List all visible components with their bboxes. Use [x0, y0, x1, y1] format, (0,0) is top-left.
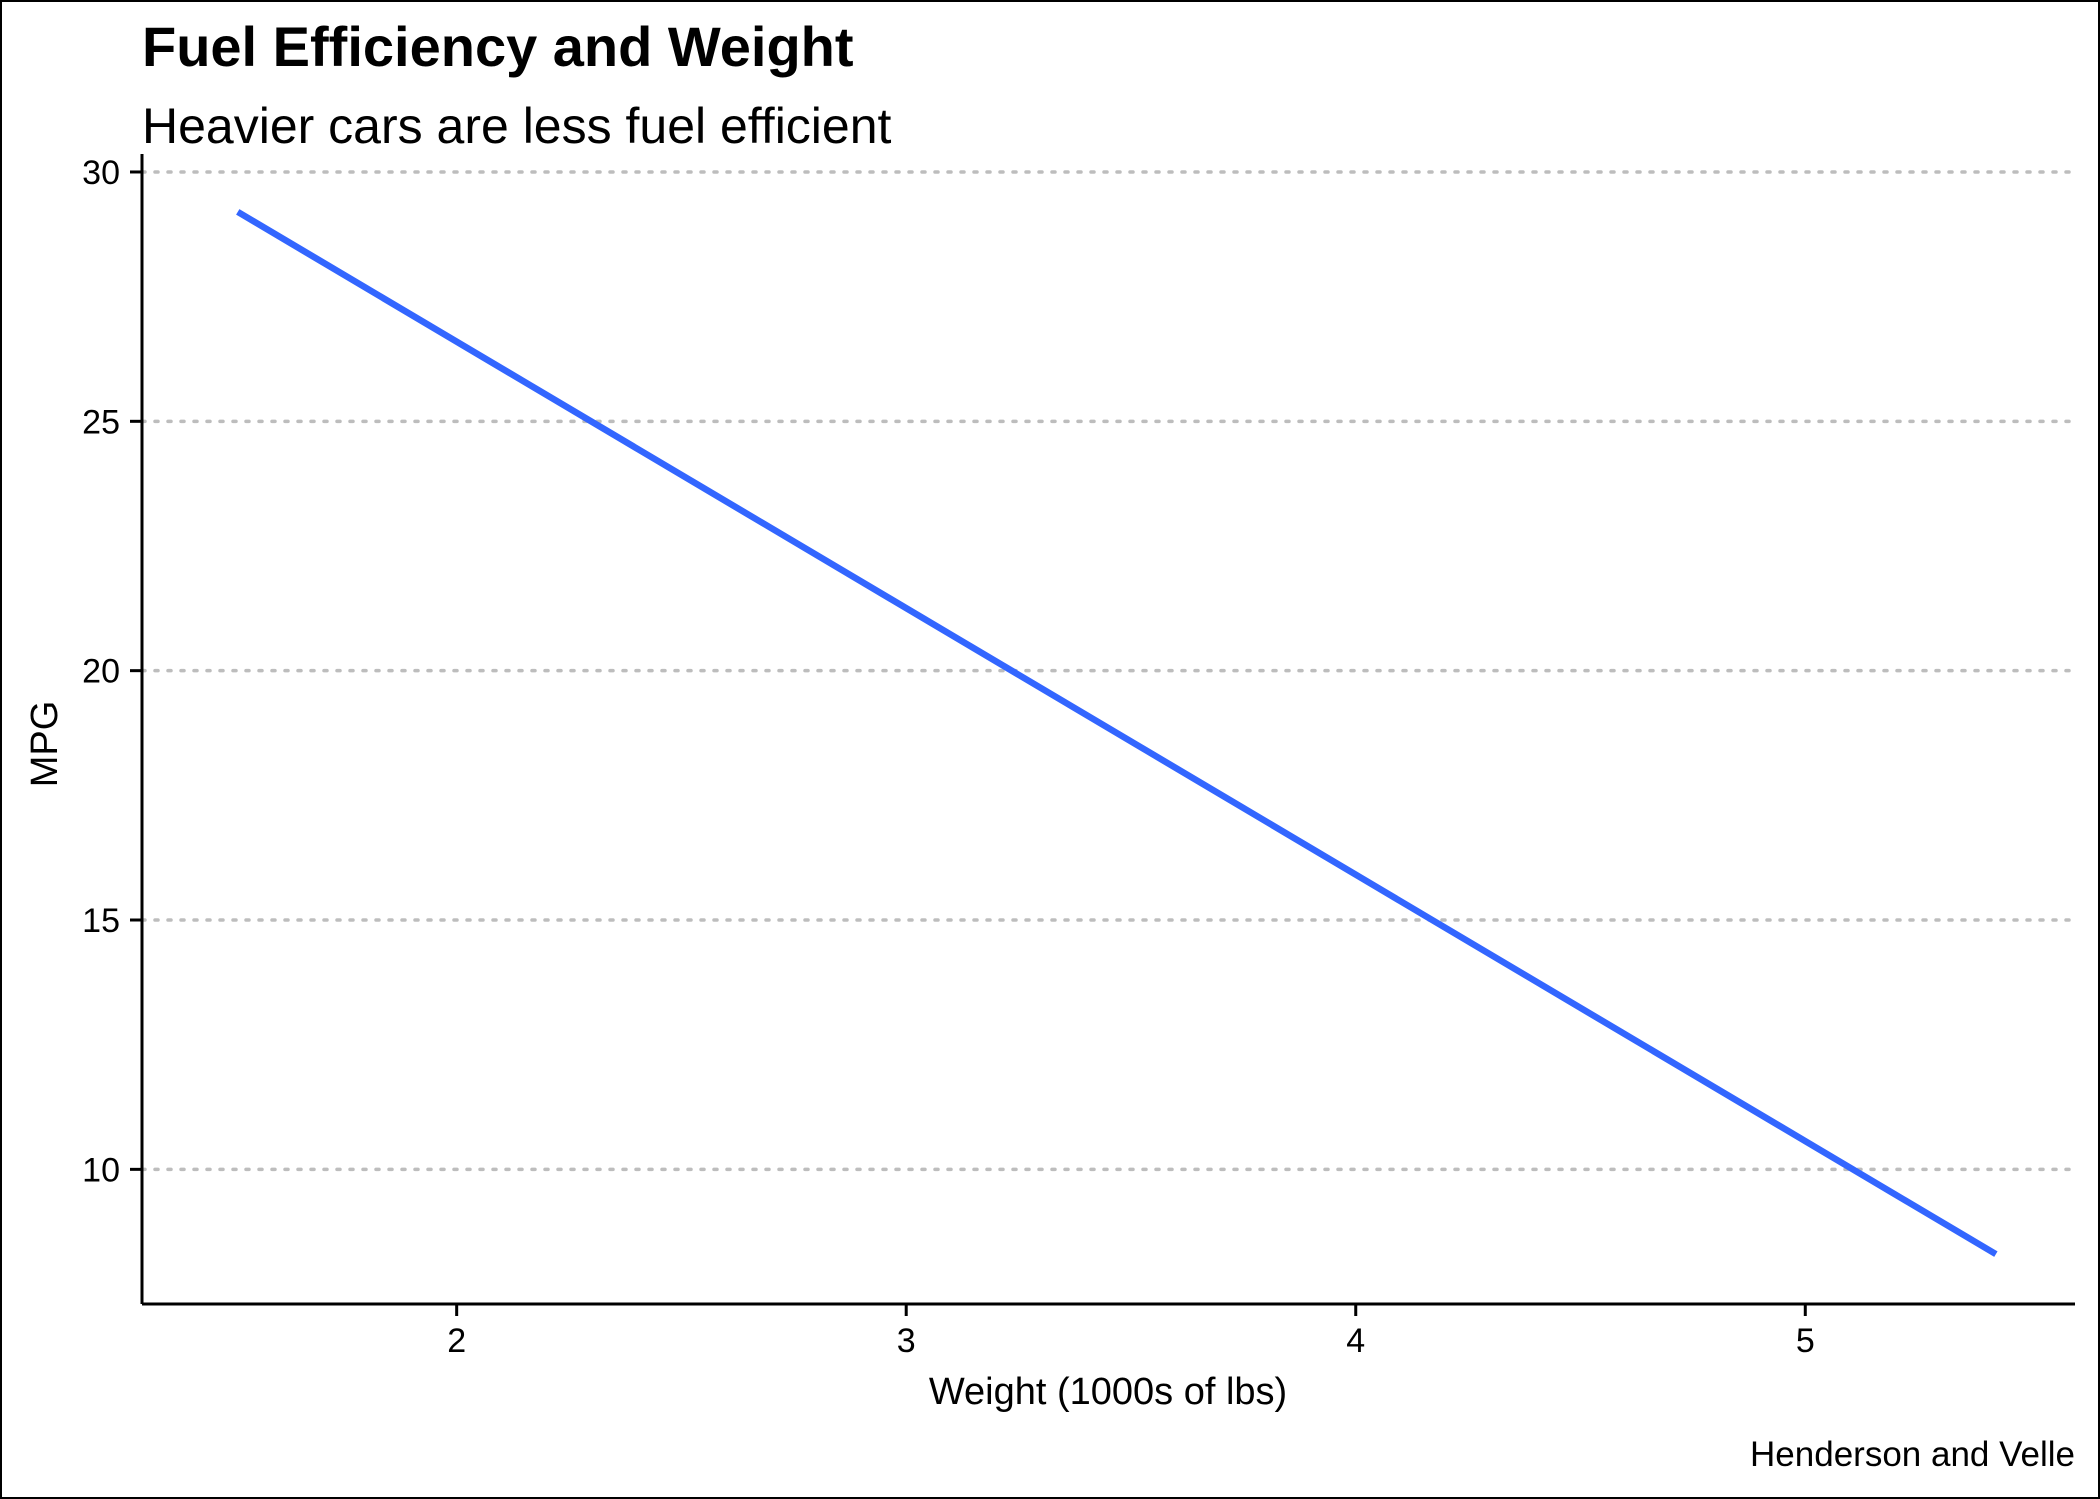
series-line — [236, 209, 1998, 1257]
y-tick-label: 20 — [82, 653, 120, 691]
x-tick-label: 5 — [1796, 1322, 1815, 1360]
chart-title: Fuel Efficiency and Weight — [142, 15, 854, 78]
axis-layer — [140, 154, 2075, 1306]
chart-subtitle: Heavier cars are less fuel efficient — [142, 98, 892, 154]
y-tick-label: 30 — [82, 154, 120, 192]
grid-layer — [140, 170, 2077, 1172]
x-tick-label: 4 — [1346, 1322, 1365, 1360]
chart-caption: Henderson and Velle — [1750, 1435, 2075, 1474]
y-tick-label: 10 — [82, 1151, 120, 1189]
tick-layer: 10 15 20 25 30 2 3 4 5 — [82, 154, 1815, 1360]
x-tick-label: 2 — [447, 1322, 466, 1360]
x-tick-label: 3 — [897, 1322, 916, 1360]
y-axis-title: MPG — [24, 701, 66, 788]
series-layer — [236, 209, 1998, 1257]
x-axis-title: Weight (1000s of lbs) — [929, 1371, 1287, 1413]
y-tick-label: 15 — [82, 902, 120, 940]
y-tick-label: 25 — [82, 403, 120, 441]
